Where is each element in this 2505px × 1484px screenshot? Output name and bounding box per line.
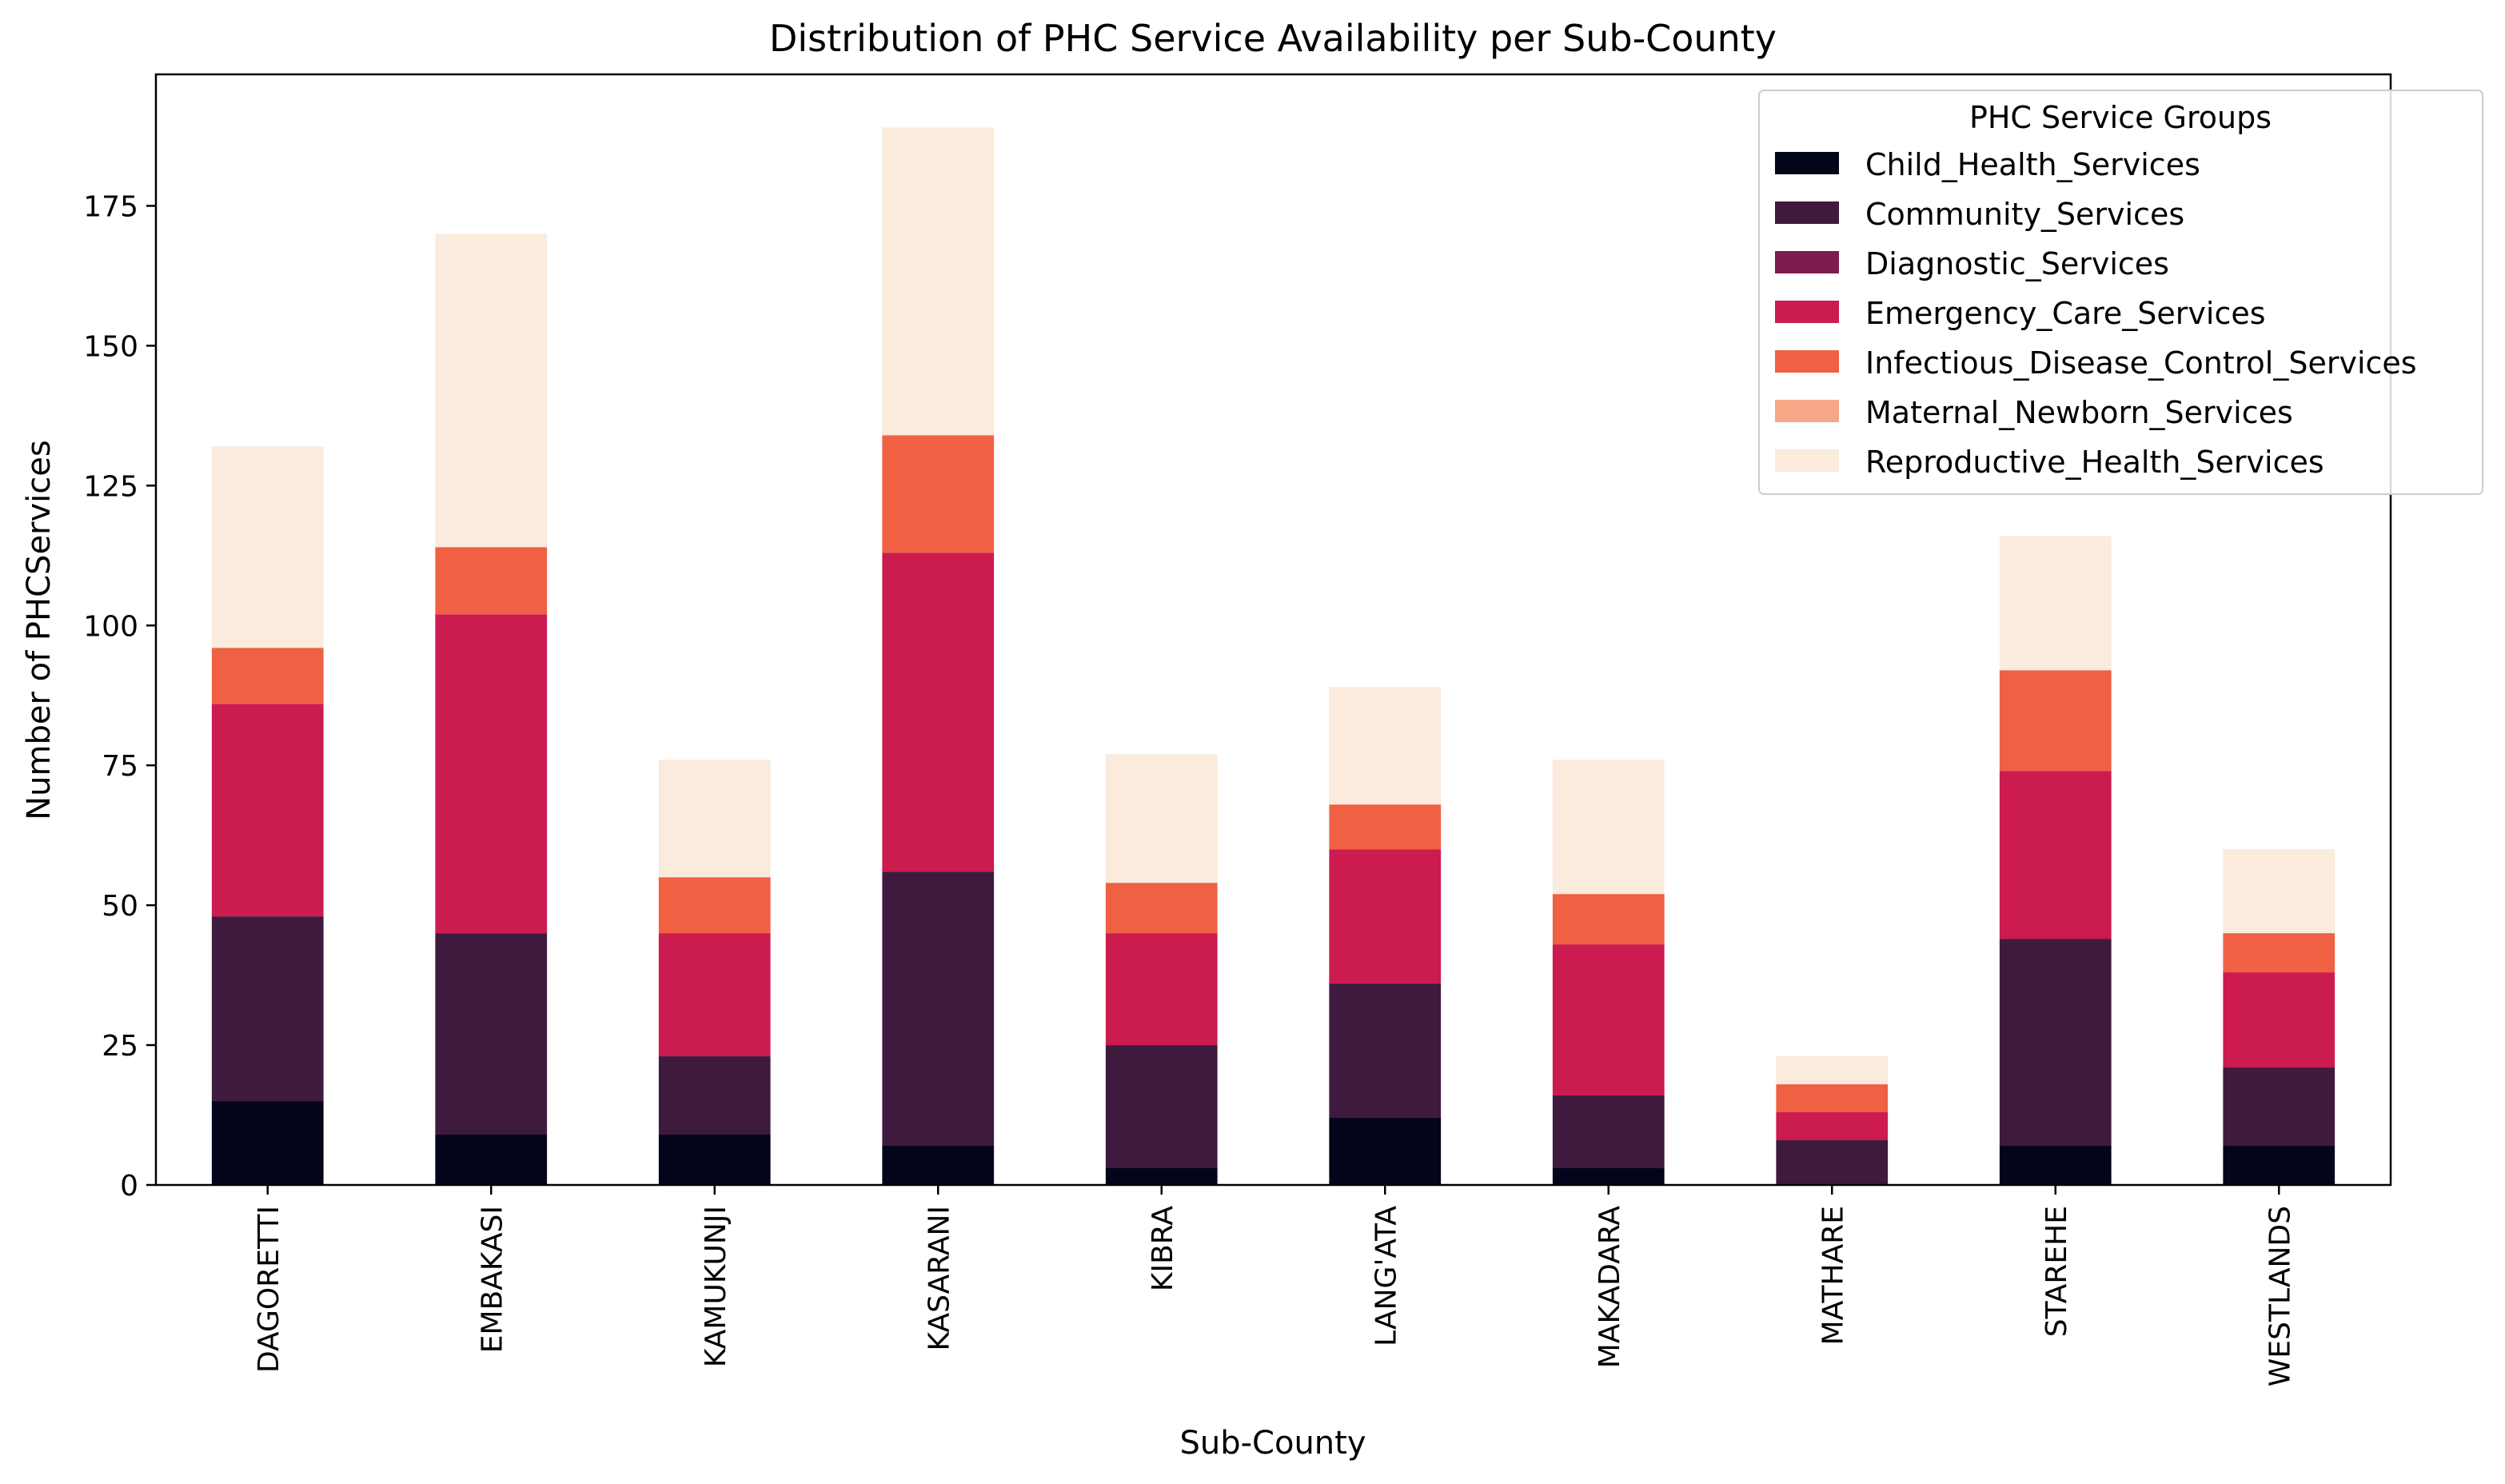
legend-swatch [1775, 400, 1839, 422]
x-tick-label: KASARANI [923, 1206, 955, 1350]
bar-segment [211, 446, 324, 648]
bar-segment [211, 648, 324, 704]
plot-frame [154, 73, 2392, 1187]
bar-segment [1776, 1112, 1889, 1141]
bar-segment [1999, 670, 2112, 772]
legend-label: Emergency_Care_Services [1865, 296, 2266, 331]
bar-segment [435, 233, 548, 548]
y-axis: 0 25 50 75 100 125 150 175 [83, 190, 156, 1203]
legend: PHC Service Groups Child_Health_Services… [1758, 90, 2483, 495]
legend-label: Infectious_Disease_Control_Services [1865, 345, 2417, 381]
bar-segment [1105, 933, 1218, 1046]
bar-segment [2223, 972, 2335, 1068]
bar-segment [1999, 1146, 2112, 1185]
x-tick-label: EMBAKASI [476, 1206, 509, 1353]
bar-segment [882, 435, 995, 553]
bar-segment [882, 127, 995, 436]
legend-swatch [1775, 449, 1839, 472]
legend-label: Maternal_Newborn_Services [1865, 395, 2293, 430]
x-tick-label: MAKADARA [1594, 1206, 1626, 1369]
bar-segment [882, 872, 995, 1147]
legend-swatch [1775, 152, 1839, 174]
legend-swatch [1775, 301, 1839, 323]
bar-segment [435, 547, 548, 615]
bar-segment [658, 877, 771, 934]
bar-segment [2223, 1146, 2335, 1185]
bar-segment [211, 704, 324, 917]
bar-segment [1999, 771, 2112, 939]
x-tick-label: MATHARE [1817, 1206, 1849, 1345]
legend-label: Diagnostic_Services [1865, 246, 2169, 281]
bar-segment [1105, 1045, 1218, 1168]
bar-segment [1552, 894, 1665, 945]
bar-segment [1329, 804, 1442, 850]
bar-segment [1776, 1140, 1889, 1185]
x-tick-label: WESTLANDS [2264, 1206, 2296, 1386]
bars-layer [211, 127, 2335, 1185]
bar-segment [1999, 536, 2112, 671]
bar-segment [1552, 1095, 1665, 1169]
bar-segment [1999, 939, 2112, 1147]
x-axis: DAGORETTI EMBAKASI KAMUKUNJI KASARANI KIBRA L… [253, 1185, 2296, 1386]
bar-segment [1776, 1056, 1889, 1085]
bar-segment [211, 916, 324, 1102]
legend-swatch [1775, 350, 1839, 373]
bar-segment [435, 933, 548, 1135]
x-tick-label: STAREHE [2040, 1206, 2073, 1337]
bar-segment [1329, 983, 1442, 1119]
legend-box [1758, 90, 2483, 495]
y-tick-label: 125 [83, 470, 138, 503]
bar-segment [658, 760, 771, 878]
bar-segment [2223, 933, 2335, 973]
bar-segment [658, 1056, 771, 1135]
bar-segment [1329, 849, 1442, 984]
x-axis-label: Sub-County [1179, 1425, 1366, 1462]
bar-segment [882, 1146, 995, 1185]
bar-segment [1552, 1168, 1665, 1185]
legend-title: PHC Service Groups [1969, 100, 2272, 135]
x-tick-label: KAMUKUNJI [700, 1206, 732, 1367]
bar-segment [2223, 1067, 2335, 1147]
y-tick-label: 100 [83, 610, 138, 643]
bar-segment [435, 614, 548, 934]
bar-segment [1329, 687, 1442, 805]
x-tick-label: KIBRA [1147, 1206, 1179, 1291]
bar-segment [1552, 760, 1665, 895]
legend-label: Community_Services [1865, 197, 2184, 232]
y-tick-label: 50 [102, 890, 138, 923]
y-tick-label: 150 [83, 330, 138, 363]
x-tick-label: LANG'ATA [1370, 1206, 1402, 1346]
legend-label: Reproductive_Health_Services [1865, 445, 2324, 480]
bar-segment [1776, 1084, 1889, 1113]
bar-segment [658, 1135, 771, 1185]
bar-segment [658, 933, 771, 1057]
bar-segment [1105, 754, 1218, 884]
y-tick-label: 25 [102, 1030, 138, 1063]
y-tick-label: 175 [83, 190, 138, 223]
bar-segment [1552, 944, 1665, 1096]
bar-segment [1329, 1118, 1442, 1185]
bar-segment [211, 1101, 324, 1185]
y-tick-label: 75 [102, 750, 138, 783]
bar-segment [1105, 1168, 1218, 1185]
bar-segment [1105, 883, 1218, 934]
legend-label: Child_Health_Services [1865, 147, 2200, 182]
bar-segment [882, 553, 995, 872]
chart-title: Distribution of PHC Service Availability… [769, 17, 1777, 60]
legend-swatch [1775, 201, 1839, 224]
bar-segment [2223, 849, 2335, 934]
y-axis-label: Number of PHCServices [21, 440, 58, 820]
y-tick-label: 0 [120, 1170, 138, 1203]
legend-swatch [1775, 251, 1839, 273]
bar-segment [435, 1135, 548, 1185]
x-tick-label: DAGORETTI [253, 1206, 285, 1373]
